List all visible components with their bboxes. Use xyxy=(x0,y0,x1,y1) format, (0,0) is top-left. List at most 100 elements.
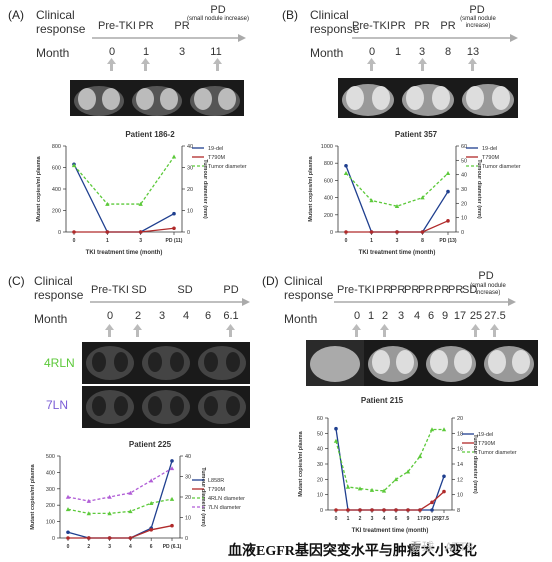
x-tick-label: PD (25) xyxy=(423,516,441,522)
y2-tick-label: 0 xyxy=(187,230,190,236)
y2-tick-label: 16 xyxy=(457,447,463,453)
data-point xyxy=(105,230,110,234)
response-step: Pre-TKI xyxy=(352,20,390,32)
response-step: PR xyxy=(390,284,406,296)
data-point xyxy=(345,484,351,489)
response-step: PD xyxy=(223,284,239,296)
data-point xyxy=(369,198,374,203)
ct-scan-image xyxy=(82,342,138,384)
data-point xyxy=(105,201,110,206)
data-point xyxy=(430,508,434,512)
panel-letter: (A) xyxy=(8,8,24,22)
y2-tick-label: 20 xyxy=(185,495,191,501)
x-tick-label: 1 xyxy=(370,238,373,244)
month-value: 2 xyxy=(134,310,142,322)
timeline-arrows xyxy=(90,298,250,337)
data-point xyxy=(394,204,400,208)
y2-axis-title: Tumour diameter (mm) xyxy=(200,467,206,527)
month-value: 6 xyxy=(427,310,435,322)
data-point xyxy=(442,474,446,479)
legend-label: L858R xyxy=(208,478,224,484)
x-axis-title: TKI treatment time (month) xyxy=(86,250,163,256)
data-point xyxy=(370,508,374,512)
x-tick-label: 9 xyxy=(407,516,410,522)
data-point xyxy=(171,154,177,159)
ct-scan-image xyxy=(480,340,538,386)
month-value: 17 xyxy=(453,310,467,322)
month-value: 8 xyxy=(444,46,452,58)
month-value: 4 xyxy=(182,310,190,322)
y2-tick-label: 40 xyxy=(185,454,191,460)
y-tick-label: 0 xyxy=(58,230,61,236)
data-point xyxy=(172,226,176,231)
response-label: response xyxy=(34,288,84,302)
x-tick-label: 0 xyxy=(73,238,76,244)
response-step: SD xyxy=(131,284,147,296)
legend-label: T790M xyxy=(208,487,226,493)
y-tick-label: 800 xyxy=(324,161,333,167)
panel-a: (A) Clinical response Month Pre-TKI PR P… xyxy=(0,0,276,270)
data-point xyxy=(66,530,70,535)
x-axis-title: TKI treatment time (month) xyxy=(352,528,429,534)
data-point xyxy=(430,500,434,505)
ct-scan-image xyxy=(82,386,138,428)
ct-scan-image xyxy=(128,80,186,116)
y2-axis-title: Tumour diameter (mm) xyxy=(476,159,482,219)
y2-tick-label: 30 xyxy=(185,475,191,481)
response-step: Pre-TKI xyxy=(91,284,129,296)
y-tick-label: 0 xyxy=(320,508,323,514)
ct-scan-image xyxy=(194,386,250,428)
series-line-tumor-diameter xyxy=(73,156,175,205)
month-label: Month xyxy=(34,312,68,326)
month-value: 4 xyxy=(413,310,421,322)
x-axis-title: TKI treatment time (month) xyxy=(359,250,436,256)
month-value: 6.1 xyxy=(223,310,239,322)
series-line-t790m xyxy=(68,525,173,539)
month-value: 1 xyxy=(394,46,402,58)
legend-label: Tumor diameter xyxy=(482,164,521,170)
x-tick-label: 6 xyxy=(395,516,398,522)
y2-tick-label: 18 xyxy=(457,431,463,437)
x-tick-label: PD (13) xyxy=(439,238,457,244)
response-step: SD xyxy=(177,284,193,296)
legend-label: 19-del xyxy=(208,146,223,152)
month-value: 25 xyxy=(469,310,483,322)
data-point xyxy=(393,477,399,482)
clinical-label: Clinical xyxy=(36,8,75,22)
row-label-4rln: 4RLN xyxy=(44,356,75,370)
data-point xyxy=(358,508,362,512)
data-point xyxy=(442,489,446,494)
y2-tick-label: 30 xyxy=(461,187,467,193)
legend-label: Tumor diameter xyxy=(208,164,247,170)
data-point xyxy=(169,466,175,471)
month-value: 2 xyxy=(381,310,389,322)
legend-label: Tumor diameter xyxy=(478,450,517,456)
x-tick-label: 8 xyxy=(421,238,424,244)
response-step: PR xyxy=(448,284,464,296)
panel-c: (C) Clinical response Month Pre-TKI SD S… xyxy=(0,270,276,562)
y2-axis-title: Tumour diameter (mm) xyxy=(202,159,208,219)
response-step: PD xyxy=(210,4,226,16)
data-point xyxy=(87,536,91,540)
data-point xyxy=(149,500,154,505)
ct-scan-image xyxy=(70,80,128,116)
month-label: Month xyxy=(36,46,70,60)
ct-scan-image xyxy=(194,342,250,384)
y2-tick-label: 10 xyxy=(461,216,467,222)
response-label: response xyxy=(310,22,360,36)
month-label: Month xyxy=(284,312,318,326)
data-point xyxy=(149,478,154,483)
response-step: PR xyxy=(434,284,450,296)
y-tick-label: 0 xyxy=(52,536,55,542)
data-point xyxy=(441,427,447,432)
y-axis-title: Mutant copies/ml plasma xyxy=(30,463,36,529)
y2-tick-label: 40 xyxy=(187,144,193,150)
data-point xyxy=(170,459,174,463)
data-point xyxy=(72,230,76,234)
timeline-arrows xyxy=(92,34,246,71)
timeline-arrows xyxy=(352,34,518,71)
timeline-arrows xyxy=(334,298,516,337)
series-line-tumor-diameter xyxy=(335,428,444,492)
ct-scan-image xyxy=(186,80,244,116)
